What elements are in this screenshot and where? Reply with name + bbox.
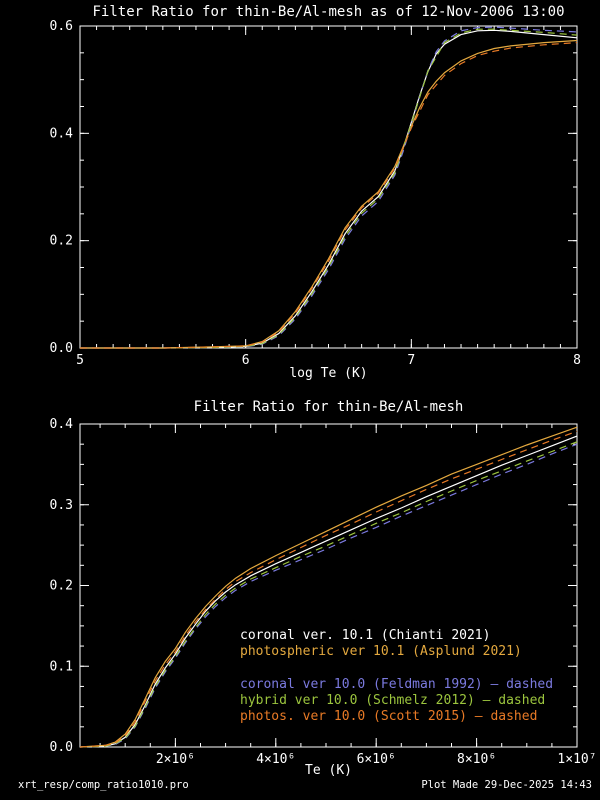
- plot-made-timestamp: Plot Made 29-Dec-2025 14:43: [421, 779, 592, 791]
- legend-entry-coronal-100: coronal ver 10.0 (Feldman 1992) — dashed: [240, 677, 554, 692]
- panel-0-x-tick-label: 5: [76, 353, 84, 368]
- panel-1-series-0: [79, 435, 578, 748]
- panel-1: 2×10⁶ 4×10⁶ 6×10⁶ 8×10⁶ 1×10⁷ 0.0 0.1 0.2 0.3 0.4: [50, 417, 597, 767]
- panel-0-y-tick-label: 0.2: [50, 234, 73, 249]
- legend-entry-photos-100: photos. ver 10.0 (Scott 2015) — dashed: [240, 709, 538, 724]
- panel-0-y-tick-label: 0.6: [50, 19, 73, 34]
- top-x-axis-label: log Te (K): [289, 366, 368, 381]
- panel-0-series-1: [80, 39, 578, 349]
- panel-0-y-tick-label: 0.0: [50, 341, 73, 356]
- panel-1-series-2: [79, 443, 578, 748]
- bottom-x-axis-label: Te (K): [305, 763, 352, 778]
- panel-1-x-tick-label: 4×10⁶: [256, 752, 295, 767]
- panel-1-y-tick-label: 0.1: [50, 659, 73, 674]
- panel-1-series-1: [79, 426, 578, 748]
- panel-0-series-0: [80, 29, 578, 349]
- panel-0-y-tick-label: 0.4: [50, 126, 74, 141]
- panel-0-series-3: [80, 28, 578, 349]
- source-file-label: xrt_resp/comp_ratio1010.pro: [18, 779, 189, 791]
- panel-0-frame: [79, 25, 578, 349]
- panel-0-x-tick-label: 7: [407, 353, 415, 368]
- panel-0-series-4: [80, 42, 578, 349]
- panel-1-y-tick-label: 0.3: [50, 498, 73, 513]
- panel-1-y-tick-label: 0.4: [50, 417, 74, 432]
- legend-entry-coronal-101: coronal ver. 10.1 (Chianti 2021): [240, 628, 491, 643]
- panel-1-y-tick-label: 0.2: [50, 579, 73, 594]
- panel-1-x-tick-label: 1×10⁷: [557, 752, 596, 767]
- legend-entry-hybrid-100: hybrid ver 10.0 (Schmelz 2012) — dashed: [240, 693, 546, 708]
- panel-1-x-tick-label: 2×10⁶: [156, 752, 195, 767]
- bottom-chart-title: Filter Ratio for thin-Be/Al-mesh: [193, 399, 464, 415]
- panel-1-x-tick-label: 6×10⁶: [357, 752, 396, 767]
- panel-1-y-tick-label: 0.0: [50, 740, 73, 755]
- panel-0-series-2: [80, 26, 578, 349]
- legend-entry-photospheric-101: photospheric ver 10.1 (Asplund 2021): [240, 644, 522, 659]
- panel-1-x-tick-label: 8×10⁶: [457, 752, 496, 767]
- panel-0: 5 6 7 8 0.0 0.2 0.4 0.6: [50, 19, 581, 368]
- panel-1-series-3: [79, 441, 578, 748]
- panel-0-x-tick-label: 6: [242, 353, 250, 368]
- top-chart-title: Filter Ratio for thin-Be/Al-mesh as of 1…: [92, 4, 565, 20]
- panel-0-x-tick-label: 8: [573, 353, 581, 368]
